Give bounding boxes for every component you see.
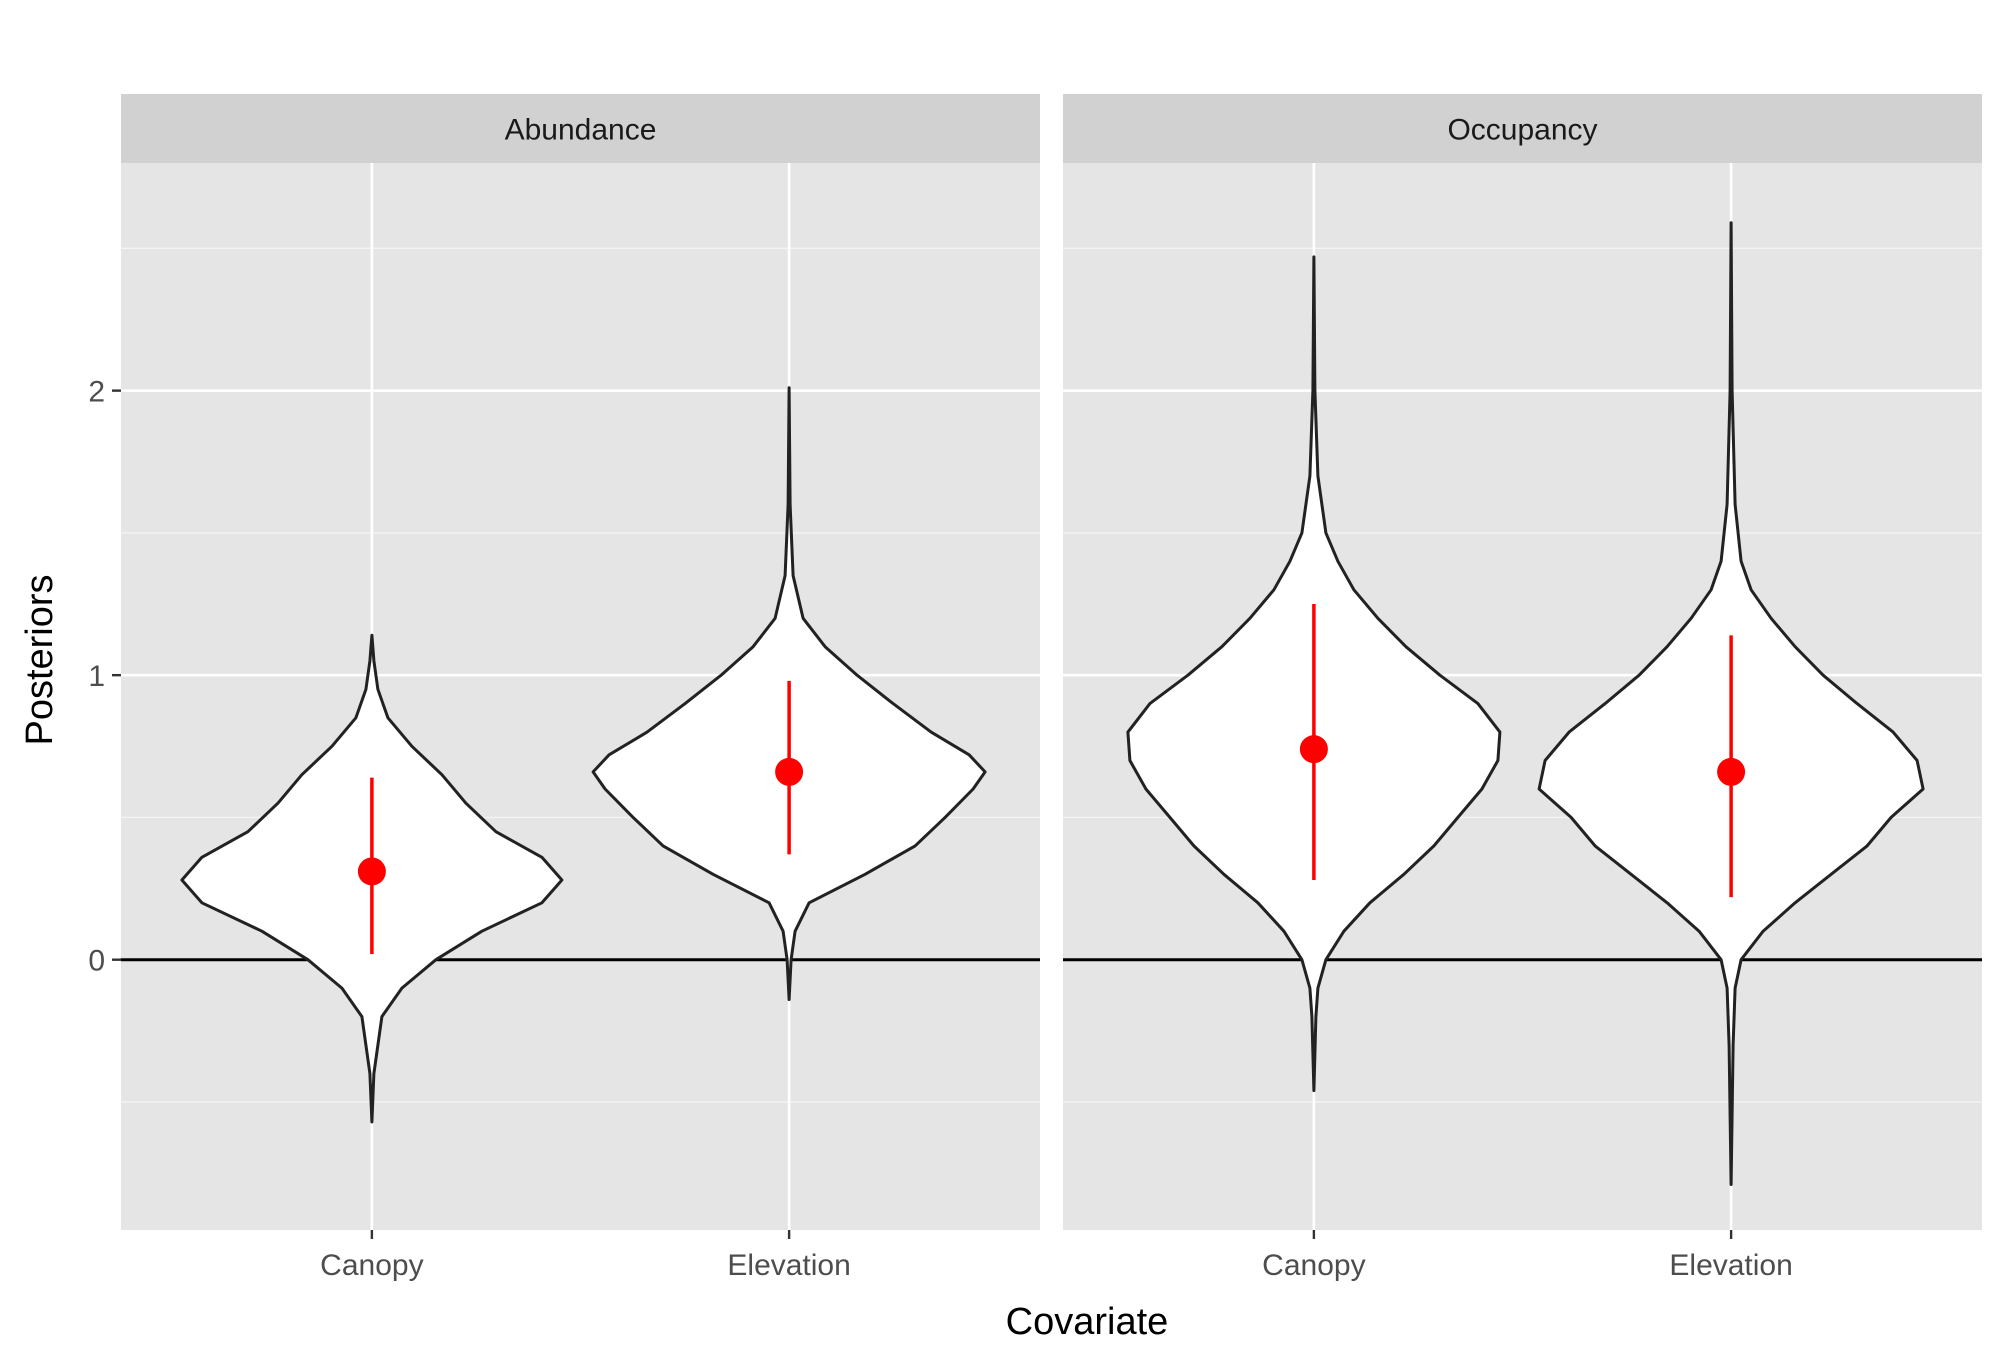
panel-background (121, 163, 1040, 1230)
panels-layer: Abundance Occupancy (121, 94, 1982, 1230)
y-axis: 0 1 2 (88, 376, 121, 978)
x-tick-label: Canopy (1262, 1249, 1365, 1282)
point-estimate-elevation (775, 757, 804, 786)
y-tick-label: 0 (88, 945, 105, 978)
facet-strip-label: Abundance (505, 114, 657, 147)
panel-occupancy: Occupancy (1063, 94, 1982, 1230)
point-estimate-canopy (357, 857, 386, 886)
facet-strip (1063, 94, 1982, 163)
y-tick-label: 1 (88, 660, 105, 693)
y-axis-title: Posteriors (19, 574, 61, 745)
facet-strip-label: Occupancy (1447, 114, 1597, 147)
x-axis: Canopy Elevation Canopy Elevation (320, 1230, 1793, 1282)
x-tick-label: Elevation (1669, 1249, 1792, 1282)
point-estimate-elevation (1717, 757, 1746, 786)
x-tick-label: Elevation (727, 1249, 850, 1282)
x-axis-title: Covariate (1006, 1301, 1169, 1343)
panel-abundance: Abundance (121, 94, 1040, 1230)
point-estimate-canopy (1299, 735, 1328, 764)
x-tick-label: Canopy (320, 1249, 423, 1282)
y-tick-label: 2 (88, 376, 105, 409)
facet-strip (121, 94, 1040, 163)
